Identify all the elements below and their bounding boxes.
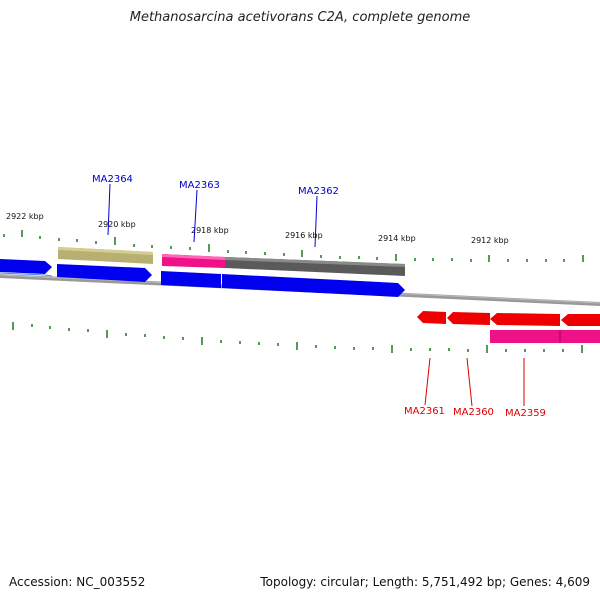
gene-label[interactable]: MA2363 bbox=[179, 180, 220, 191]
gene-label[interactable]: MA2360 bbox=[453, 407, 494, 418]
gene-label[interactable]: MA2362 bbox=[298, 186, 339, 197]
kbp-label: 2918 kbp bbox=[191, 226, 229, 235]
gene-label[interactable]: MA2361 bbox=[404, 406, 445, 417]
genome-summary-text: Topology: circular; Length: 5,751,492 bp… bbox=[260, 575, 590, 589]
gene-arrow-forward-ma2362 bbox=[222, 274, 405, 297]
accession-text: Accession: NC_003552 bbox=[9, 575, 146, 589]
gene-arrow-forward bbox=[57, 264, 152, 282]
gene-arrow-forward bbox=[161, 271, 221, 288]
upper-ticks bbox=[3, 230, 584, 262]
gene-label[interactable]: MA2359 bbox=[505, 408, 546, 419]
feature-bar-magenta-inner bbox=[490, 330, 600, 343]
map-title: Methanosarcina acetivorans C2A, complete… bbox=[129, 10, 471, 25]
kbp-label: 2922 kbp bbox=[6, 212, 44, 221]
kbp-label: 2912 kbp bbox=[471, 236, 509, 245]
kbp-label: 2920 kbp bbox=[98, 220, 136, 229]
kbp-label: 2916 kbp bbox=[285, 231, 323, 240]
gene-arrow-reverse-ma2361 bbox=[417, 311, 446, 324]
lower-ticks bbox=[12, 322, 583, 353]
gene-arrow-reverse-ma2360 bbox=[447, 312, 490, 325]
gene-arrow-reverse-ma2359 bbox=[490, 313, 560, 326]
gene-label-group: MA2361 MA2360 MA2359 bbox=[404, 357, 546, 419]
kbp-label: 2914 kbp bbox=[378, 234, 416, 243]
gene-arrow-reverse bbox=[561, 314, 600, 326]
gene-label[interactable]: MA2364 bbox=[92, 174, 133, 185]
gene-label-group: MA2364 MA2363 MA2362 bbox=[92, 174, 339, 248]
gene-arrow-forward bbox=[0, 259, 52, 274]
